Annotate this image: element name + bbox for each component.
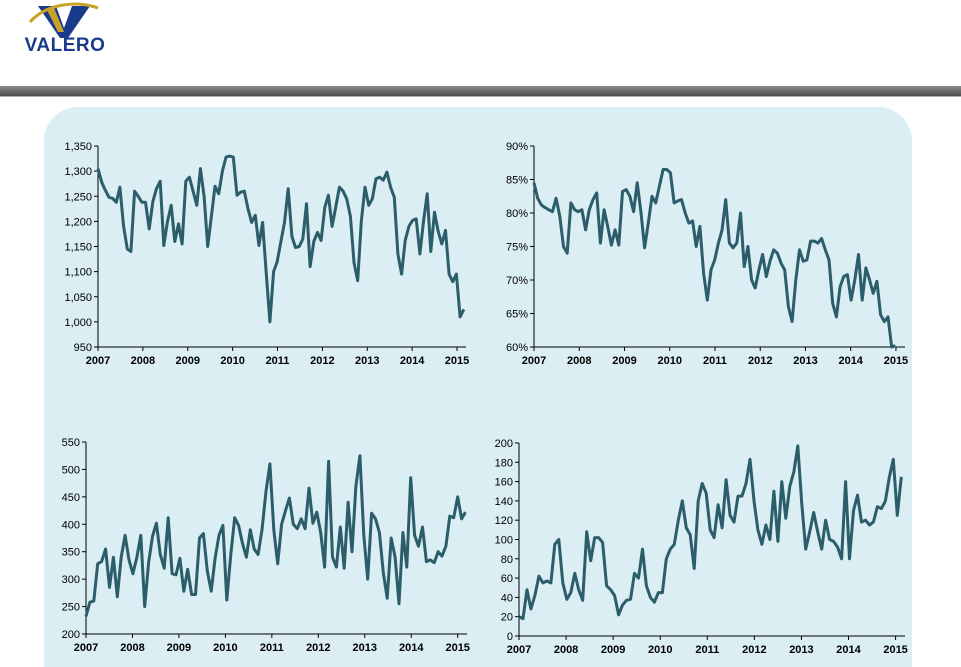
x-tick-label: 2007	[74, 642, 98, 654]
y-tick-label: 60%	[506, 342, 528, 354]
x-tick-label: 2015	[445, 642, 469, 654]
y-tick-label: 0	[507, 631, 513, 643]
valero-v-emblem	[28, 2, 99, 38]
y-tick-label: 70%	[506, 275, 528, 287]
x-tick-label: 2013	[789, 644, 813, 656]
y-tick-label: 1,000	[64, 317, 92, 329]
x-tick-label: 2012	[742, 644, 766, 656]
valero-logo-text: VALERO	[24, 35, 106, 56]
x-tick-label: 2014	[836, 644, 861, 656]
series-line	[96, 154, 466, 324]
x-tick-label: 2009	[612, 355, 636, 367]
x-tick-label: 2007	[507, 644, 531, 656]
y-tick-label: 250	[62, 602, 80, 614]
x-tick-label: 2008	[131, 355, 155, 367]
y-tick-label: 1,050	[64, 292, 92, 304]
y-tick-label: 85%	[506, 175, 528, 187]
x-tick-label: 2007	[86, 355, 110, 367]
series-line	[84, 454, 467, 617]
x-tick-label: 2012	[748, 355, 772, 367]
y-tick-label: 500	[62, 464, 80, 476]
x-tick-label: 2011	[266, 355, 290, 367]
x-tick-label: 2013	[793, 355, 817, 367]
y-tick-label: 65%	[506, 309, 528, 321]
header-bar	[0, 86, 961, 96]
x-tick-label: 2015	[884, 355, 908, 367]
x-tick-label: 2009	[167, 642, 191, 654]
x-tick-label: 2009	[176, 355, 200, 367]
x-tick-label: 2007	[522, 355, 546, 367]
x-tick-label: 2010	[648, 644, 672, 656]
y-tick-label: 400	[62, 519, 80, 531]
y-tick-label: 100	[495, 535, 513, 547]
y-tick-label: 1,200	[64, 216, 92, 228]
series-line	[518, 444, 903, 621]
y-tick-label: 1,300	[64, 166, 92, 178]
x-tick-label: 2012	[306, 642, 330, 654]
x-tick-label: 2014	[400, 355, 425, 367]
x-tick-label: 2014	[838, 355, 863, 367]
x-tick-label: 2009	[601, 644, 625, 656]
y-tick-label: 80	[501, 554, 513, 566]
x-tick-label: 2010	[220, 355, 244, 367]
y-tick-label: 90%	[506, 141, 528, 153]
y-tick-label: 1,100	[64, 267, 92, 279]
x-tick-label: 2008	[567, 355, 591, 367]
y-tick-label: 1,350	[64, 141, 92, 153]
x-tick-label: 2015	[445, 355, 469, 367]
y-tick-label: 120	[495, 515, 513, 527]
y-tick-label: 60	[501, 573, 513, 585]
y-tick-label: 40	[501, 592, 513, 604]
y-tick-label: 200	[495, 438, 513, 450]
x-tick-label: 2013	[355, 355, 379, 367]
x-tick-label: 2011	[695, 644, 719, 656]
y-tick-label: 180	[495, 457, 513, 469]
header-divider	[0, 96, 961, 97]
x-tick-label: 2012	[310, 355, 334, 367]
x-tick-label: 2011	[260, 642, 284, 654]
y-tick-label: 300	[62, 574, 80, 586]
valero-logo: VALERO	[16, 0, 112, 62]
x-tick-label: 2014	[399, 642, 424, 654]
x-tick-label: 2010	[657, 355, 681, 367]
y-tick-label: 950	[74, 342, 92, 354]
y-tick-label: 160	[495, 477, 513, 489]
x-tick-label: 2011	[703, 355, 727, 367]
y-tick-label: 200	[62, 629, 80, 641]
y-tick-label: 450	[62, 492, 80, 504]
x-tick-label: 2008	[554, 644, 578, 656]
x-tick-label: 2008	[120, 642, 144, 654]
y-tick-label: 80%	[506, 208, 528, 220]
x-tick-label: 2013	[353, 642, 377, 654]
y-tick-label: 550	[62, 437, 80, 449]
y-tick-label: 350	[62, 547, 80, 559]
y-tick-label: 140	[495, 496, 513, 508]
y-tick-label: 1,150	[64, 242, 92, 254]
y-tick-label: 1,250	[64, 191, 92, 203]
x-tick-label: 2015	[883, 644, 907, 656]
y-tick-label: 20	[501, 612, 513, 624]
series-line	[532, 168, 896, 349]
x-tick-label: 2010	[213, 642, 237, 654]
y-tick-label: 75%	[506, 242, 528, 254]
